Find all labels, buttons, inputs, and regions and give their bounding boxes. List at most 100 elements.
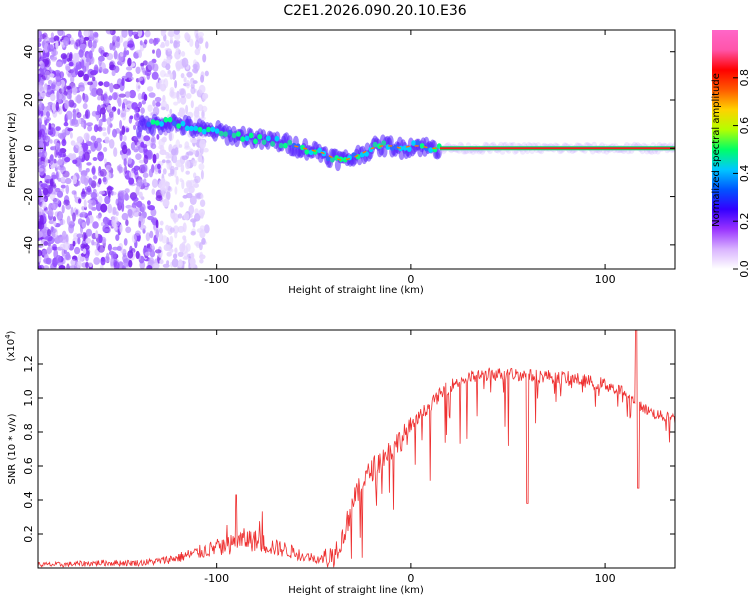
noise-speck: [183, 188, 189, 194]
y-tick-label: 40: [22, 45, 35, 59]
noise-speck: [199, 259, 204, 264]
noise-speck: [133, 124, 137, 131]
noise-speck: [174, 167, 177, 178]
noise-speck: [42, 265, 50, 269]
noise-speck: [120, 248, 127, 254]
noise-speck: [82, 231, 86, 242]
noise-speck: [96, 137, 102, 143]
trace-blob: [193, 125, 199, 132]
noise-speck: [71, 190, 77, 195]
snr-series: [38, 330, 675, 568]
noise-speck: [68, 61, 74, 67]
noise-speck: [198, 84, 206, 94]
noise-speck: [38, 255, 42, 262]
noise-speck: [185, 104, 189, 115]
noise-speck: [147, 200, 151, 206]
noise-speck: [184, 32, 190, 40]
noise-speck: [111, 70, 116, 77]
noise-speck: [81, 206, 85, 211]
noise-speck: [83, 199, 87, 208]
noise-speck: [113, 223, 118, 231]
noise-speck: [133, 210, 140, 218]
noise-speck: [55, 142, 61, 149]
top-x-axis: -100 0 100: [204, 30, 616, 286]
noise-speck: [77, 180, 81, 186]
noise-speck: [177, 111, 182, 117]
noise-speck: [202, 53, 207, 63]
noise-speck: [82, 93, 89, 103]
noise-speck: [56, 71, 60, 78]
noise-speck: [76, 261, 82, 269]
noise-speck: [138, 49, 143, 58]
noise-speck: [47, 104, 51, 110]
y-tick-label: 1.0: [22, 389, 35, 407]
noise-speck: [40, 183, 48, 189]
noise-speck: [180, 95, 187, 105]
top-axes-frame: [37, 29, 676, 270]
noise-speck: [195, 33, 199, 42]
y-tick-label: 20: [22, 93, 35, 107]
noise-speck: [43, 36, 51, 44]
y-tick-label: 0.6: [22, 457, 35, 475]
noise-speck: [123, 50, 127, 58]
noise-speck: [78, 87, 85, 92]
noise-speck: [72, 212, 76, 222]
trace-blob: [244, 135, 250, 142]
noise-speck: [54, 163, 59, 168]
noise-speck: [181, 179, 185, 190]
noise-speck: [87, 81, 93, 86]
noise-speck: [85, 254, 89, 262]
noise-speck: [67, 72, 72, 78]
noise-speck: [38, 30, 43, 38]
noise-speck: [83, 132, 90, 141]
noise-speck: [46, 111, 50, 118]
noise-speck: [49, 73, 55, 78]
noise-speck: [111, 216, 119, 224]
colorbar-ticks: 0.0 0.2 0.4 0.6 0.8: [733, 69, 750, 278]
noise-speck: [174, 80, 178, 89]
noise-speck: [135, 230, 141, 236]
x-tick-label: 100: [595, 572, 616, 585]
noise-speck: [92, 175, 98, 180]
noise-speck: [199, 242, 203, 251]
noise-speck: [168, 172, 172, 177]
noise-speck: [111, 45, 116, 51]
noise-speck: [119, 190, 127, 200]
trace-blob: [223, 131, 229, 137]
y-tick-label: 0.4: [22, 491, 35, 509]
trace-blob: [283, 142, 288, 149]
noise-speck: [105, 164, 112, 171]
noise-speck: [202, 93, 209, 100]
noise-speck: [49, 139, 53, 144]
noise-speck: [95, 201, 102, 212]
noise-speck: [169, 227, 175, 233]
noise-speck: [69, 265, 77, 269]
noise-speck: [66, 92, 72, 100]
noise-speck: [166, 251, 172, 257]
noise-speck: [72, 52, 78, 63]
noise-speck: [113, 83, 120, 90]
noise-speck: [154, 96, 162, 103]
bottom-y-scale-label: (x104): [4, 330, 17, 361]
noise-speck: [55, 61, 63, 68]
noise-speck: [55, 101, 59, 111]
noise-speck: [179, 88, 187, 99]
noise-speck: [38, 51, 42, 60]
noise-speck: [162, 60, 167, 67]
noise-speck: [148, 257, 154, 264]
noise-speck: [70, 75, 75, 84]
noise-speck: [68, 99, 75, 108]
noise-speck: [148, 38, 154, 44]
noise-speck: [105, 252, 110, 261]
noise-speck: [199, 199, 206, 207]
noise-speck: [182, 235, 187, 241]
noise-speck: [180, 51, 186, 57]
noise-speck: [171, 154, 178, 164]
noise-speck: [92, 40, 97, 49]
noise-speck: [159, 259, 164, 265]
noise-speck: [179, 243, 186, 253]
noise-speck: [53, 158, 57, 164]
colorbar-tick-label: 0.8: [738, 69, 750, 87]
noise-speck: [78, 49, 84, 58]
noise-speck: [81, 193, 86, 200]
